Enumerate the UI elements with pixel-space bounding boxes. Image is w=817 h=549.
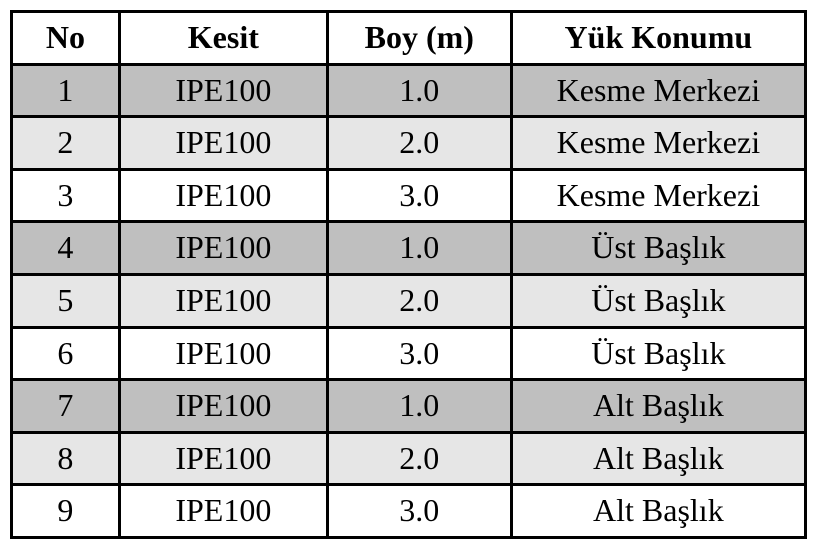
cell-kesit: IPE100 bbox=[119, 222, 327, 275]
cell-boy: 3.0 bbox=[327, 327, 511, 380]
cell-kesit: IPE100 bbox=[119, 64, 327, 117]
beam-cases-table: No Kesit Boy (m) Yük Konumu 1 IPE100 1.0… bbox=[10, 10, 807, 539]
cell-yuk: Alt Başlık bbox=[511, 485, 805, 538]
cell-no: 6 bbox=[12, 327, 120, 380]
cell-no: 4 bbox=[12, 222, 120, 275]
cell-boy: 2.0 bbox=[327, 117, 511, 170]
cell-boy: 3.0 bbox=[327, 169, 511, 222]
cell-kesit: IPE100 bbox=[119, 274, 327, 327]
table-row: 7 IPE100 1.0 Alt Başlık bbox=[12, 380, 806, 433]
col-header-yuk: Yük Konumu bbox=[511, 12, 805, 65]
cell-yuk: Alt Başlık bbox=[511, 380, 805, 433]
cell-no: 5 bbox=[12, 274, 120, 327]
cell-no: 2 bbox=[12, 117, 120, 170]
cell-boy: 1.0 bbox=[327, 380, 511, 433]
table-row: 3 IPE100 3.0 Kesme Merkezi bbox=[12, 169, 806, 222]
table-body: 1 IPE100 1.0 Kesme Merkezi 2 IPE100 2.0 … bbox=[12, 64, 806, 537]
cell-no: 9 bbox=[12, 485, 120, 538]
table-row: 2 IPE100 2.0 Kesme Merkezi bbox=[12, 117, 806, 170]
cell-yuk: Üst Başlık bbox=[511, 327, 805, 380]
cell-no: 3 bbox=[12, 169, 120, 222]
cell-yuk: Üst Başlık bbox=[511, 274, 805, 327]
cell-boy: 1.0 bbox=[327, 222, 511, 275]
col-header-kesit: Kesit bbox=[119, 12, 327, 65]
col-header-no: No bbox=[12, 12, 120, 65]
cell-boy: 3.0 bbox=[327, 485, 511, 538]
table-row: 1 IPE100 1.0 Kesme Merkezi bbox=[12, 64, 806, 117]
cell-no: 7 bbox=[12, 380, 120, 433]
cell-kesit: IPE100 bbox=[119, 432, 327, 485]
cell-boy: 2.0 bbox=[327, 274, 511, 327]
cell-boy: 2.0 bbox=[327, 432, 511, 485]
cell-boy: 1.0 bbox=[327, 64, 511, 117]
cell-yuk: Alt Başlık bbox=[511, 432, 805, 485]
table-row: 5 IPE100 2.0 Üst Başlık bbox=[12, 274, 806, 327]
cell-kesit: IPE100 bbox=[119, 380, 327, 433]
col-header-boy: Boy (m) bbox=[327, 12, 511, 65]
cell-yuk: Kesme Merkezi bbox=[511, 117, 805, 170]
cell-kesit: IPE100 bbox=[119, 169, 327, 222]
cell-yuk: Üst Başlık bbox=[511, 222, 805, 275]
cell-kesit: IPE100 bbox=[119, 485, 327, 538]
cell-yuk: Kesme Merkezi bbox=[511, 169, 805, 222]
cell-yuk: Kesme Merkezi bbox=[511, 64, 805, 117]
table-row: 8 IPE100 2.0 Alt Başlık bbox=[12, 432, 806, 485]
cell-kesit: IPE100 bbox=[119, 327, 327, 380]
cell-kesit: IPE100 bbox=[119, 117, 327, 170]
table-row: 4 IPE100 1.0 Üst Başlık bbox=[12, 222, 806, 275]
cell-no: 8 bbox=[12, 432, 120, 485]
table-row: 6 IPE100 3.0 Üst Başlık bbox=[12, 327, 806, 380]
cell-no: 1 bbox=[12, 64, 120, 117]
table-header-row: No Kesit Boy (m) Yük Konumu bbox=[12, 12, 806, 65]
table-row: 9 IPE100 3.0 Alt Başlık bbox=[12, 485, 806, 538]
